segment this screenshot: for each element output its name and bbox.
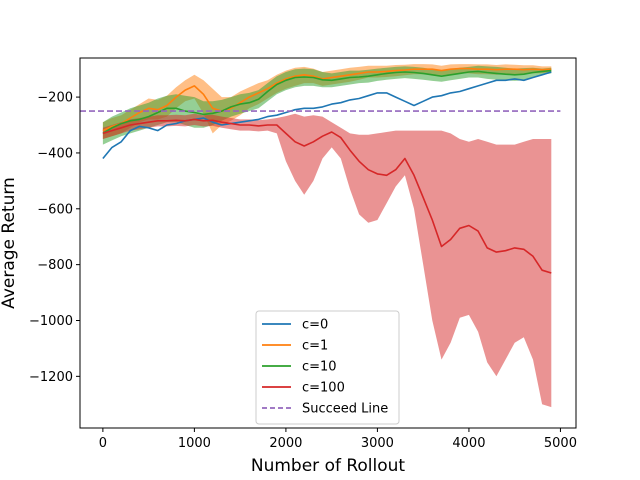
- y-tick-label-1: −1000: [29, 314, 73, 329]
- band-3: [102, 113, 552, 408]
- series-line-3: [102, 118, 552, 274]
- y-tick-label-4: −400: [37, 146, 73, 161]
- y-tick-label-2: −800: [37, 258, 73, 273]
- legend-label-0: c=0: [302, 318, 328, 333]
- x-tick-label-1: 1000: [178, 436, 211, 451]
- plot-frame: [79, 57, 577, 429]
- series-line-1: [102, 67, 552, 132]
- y-tick-label-5: −200: [37, 91, 73, 106]
- series-lines: [80, 67, 561, 274]
- legend-label-1: c=1: [302, 339, 328, 354]
- legend-label-2: c=10: [302, 360, 337, 375]
- legend-frame: [255, 310, 400, 425]
- x-tick-label-0: 0: [99, 436, 107, 451]
- x-tick-label-5: 5000: [544, 436, 577, 451]
- y-tick-label-3: −600: [37, 202, 73, 217]
- series-line-2: [102, 69, 552, 135]
- y-axis-ticks: −1200 −1000 −800 −600 −400 −200: [29, 91, 80, 385]
- x-axis-label: Number of Rollout: [251, 456, 406, 476]
- x-tick-label-3: 3000: [361, 436, 394, 451]
- y-axis-label: Average Return: [0, 177, 19, 309]
- legend: c=0 c=1 c=10 c=100 Succeed Line: [255, 310, 400, 425]
- x-tick-label-2: 2000: [269, 436, 302, 451]
- x-tick-label-4: 4000: [452, 436, 485, 451]
- series-line-0: [102, 71, 552, 160]
- legend-label-3: c=100: [302, 381, 345, 396]
- legend-label-4: Succeed Line: [302, 402, 388, 417]
- x-axis-ticks: 0 1000 2000 3000 4000 5000: [99, 428, 577, 451]
- y-tick-label-0: −1200: [29, 370, 73, 385]
